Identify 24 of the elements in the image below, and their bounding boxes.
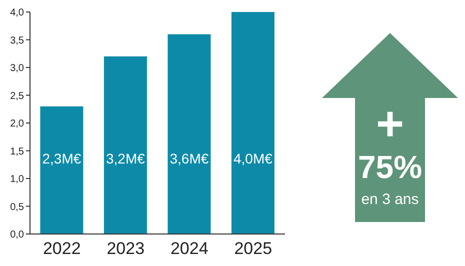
x-tick-label: 2023: [106, 239, 145, 258]
y-tick-label: 1,5: [10, 146, 24, 158]
bar: [231, 12, 274, 234]
bar: [40, 106, 84, 234]
x-tick-label: 2024: [170, 239, 208, 258]
x-tick-label: 2025: [234, 239, 272, 258]
text: 75%: [358, 149, 422, 185]
text: en 3 ans: [361, 191, 419, 208]
bar: [104, 56, 147, 234]
y-tick-label: 4,0: [10, 8, 24, 19]
y-tick-label: 0,5: [10, 202, 24, 213]
y-tick-label: 3,0: [10, 63, 24, 74]
x-tick-label: 2022: [42, 239, 81, 258]
data-label: 3,2M€: [106, 150, 146, 167]
bar: [168, 34, 211, 234]
y-tick-label: 0,0: [10, 230, 24, 241]
y-tick-label: 2,5: [10, 90, 24, 102]
data-label: 2,3M€: [42, 150, 82, 167]
y-tick-label: 1,0: [10, 174, 24, 186]
data-label: 4,0M€: [233, 150, 273, 167]
data-label: 3,6M€: [170, 150, 209, 167]
text: +: [376, 98, 404, 151]
y-tick-label: 2,0: [10, 118, 24, 130]
y-tick-label: 3,5: [10, 35, 24, 46]
